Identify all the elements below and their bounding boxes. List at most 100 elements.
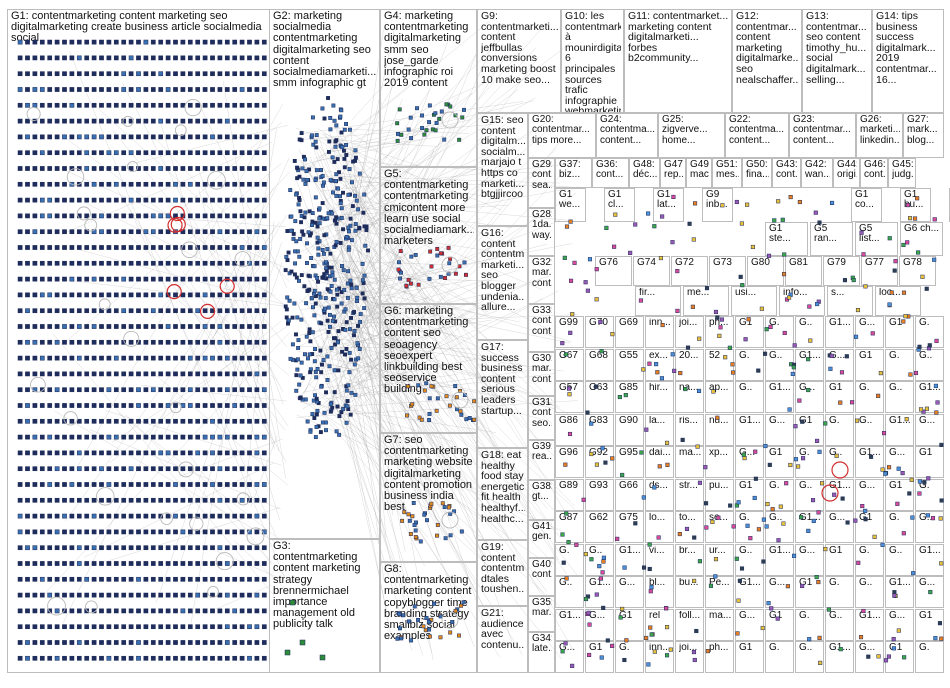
g1-vertex (128, 529, 134, 535)
g1-vertex (76, 529, 82, 535)
g1-vertex (47, 450, 53, 456)
g1-vertex (25, 292, 30, 298)
g1-vertex (261, 292, 267, 298)
g1-vertex (187, 87, 193, 92)
small-vertex (671, 194, 676, 199)
g1-vertex (25, 276, 30, 282)
g1-vertex (113, 418, 119, 424)
g1-vertex (76, 118, 82, 124)
g2-vertex (356, 207, 361, 212)
g1-vertex (261, 561, 267, 566)
edge (346, 373, 459, 391)
small-vertex (695, 444, 700, 449)
g1-vertex (150, 229, 156, 235)
edge (314, 235, 575, 506)
g1-vertex (76, 592, 82, 598)
g2-vertex (328, 409, 333, 414)
g1-vertex (247, 339, 252, 345)
g1-vertex (210, 150, 215, 156)
g1-vertex (121, 71, 127, 77)
g1-vertex (106, 55, 112, 61)
small-vertex (728, 503, 733, 508)
edge (311, 216, 537, 415)
small-vertex (683, 387, 688, 392)
cluster-vertex (438, 614, 443, 619)
g1-vertex (47, 434, 53, 440)
g1-vertex (187, 403, 193, 408)
g1-vertex (136, 71, 141, 77)
small-vertex (594, 592, 599, 597)
g2-vertex (333, 144, 338, 149)
g1-vertex (32, 466, 38, 472)
small-vertex (745, 202, 750, 207)
g1-vertex (202, 229, 208, 235)
g2-vertex (362, 192, 367, 197)
cluster-vertex (460, 115, 465, 120)
g1-vertex (113, 434, 119, 440)
g1-vertex (17, 624, 23, 630)
cluster-vertex (408, 532, 413, 536)
g1-vertex (39, 403, 45, 408)
small-vertex (560, 341, 565, 346)
cluster-vertex (435, 253, 440, 258)
g1-vertex (39, 497, 45, 503)
cluster-vertex (421, 624, 426, 629)
g2-vertex (346, 225, 351, 230)
g1-vertex (113, 450, 119, 456)
small-vertex (589, 451, 594, 457)
g1-vertex (106, 87, 112, 92)
g1-vertex (143, 245, 149, 250)
g1-vertex (62, 55, 67, 61)
g2-vertex (341, 190, 345, 195)
g1-vertex (39, 87, 45, 92)
g1-vertex (165, 87, 171, 92)
g1-vertex (99, 403, 104, 408)
small-vertex (696, 388, 702, 393)
g1-vertex (261, 434, 267, 440)
g1-vertex (17, 71, 23, 77)
cluster-vertex (457, 633, 461, 638)
g2-vertex (353, 155, 358, 160)
g1-vertex (210, 118, 215, 124)
cluster-vertex (427, 634, 432, 639)
cluster-vertex (443, 276, 447, 280)
g1-vertex (195, 102, 201, 108)
g1-vertex (32, 71, 38, 77)
small-vertex (735, 631, 740, 636)
g1-vertex (54, 150, 60, 156)
g1-vertex (39, 545, 45, 551)
cluster-vertex (458, 388, 462, 393)
g1-vertex (239, 434, 245, 440)
g2-vertex (310, 412, 315, 417)
g2-vertex (310, 330, 315, 335)
g1-vertex (47, 276, 53, 282)
g1-vertex (76, 102, 82, 108)
g1-vertex (150, 102, 156, 108)
g2-vertex (321, 358, 326, 363)
g1-vertex (47, 640, 53, 645)
edge (325, 395, 517, 408)
g1-vertex (158, 371, 164, 377)
small-vertex (900, 471, 905, 476)
g2-vertex (328, 251, 333, 256)
g2-vertex (333, 342, 338, 347)
g1-vertex (76, 324, 82, 329)
edge (297, 63, 436, 177)
g1-vertex (232, 71, 238, 77)
g1-vertex (150, 434, 156, 440)
cluster-vertex (447, 403, 452, 408)
edge (342, 289, 533, 370)
g1-vertex (224, 55, 230, 61)
g1-vertex (187, 418, 193, 424)
g1-vertex (224, 229, 230, 235)
small-vertex (731, 370, 736, 375)
g1-vertex (54, 213, 60, 219)
vertex-ring (234, 251, 251, 268)
g1-vertex (32, 418, 38, 424)
g2-vertex (299, 220, 304, 225)
g1-vertex (239, 513, 245, 519)
vertex-ring (441, 511, 459, 529)
g2-vertex (341, 268, 346, 273)
vertex-ring (451, 391, 469, 409)
g1-vertex (224, 592, 230, 598)
